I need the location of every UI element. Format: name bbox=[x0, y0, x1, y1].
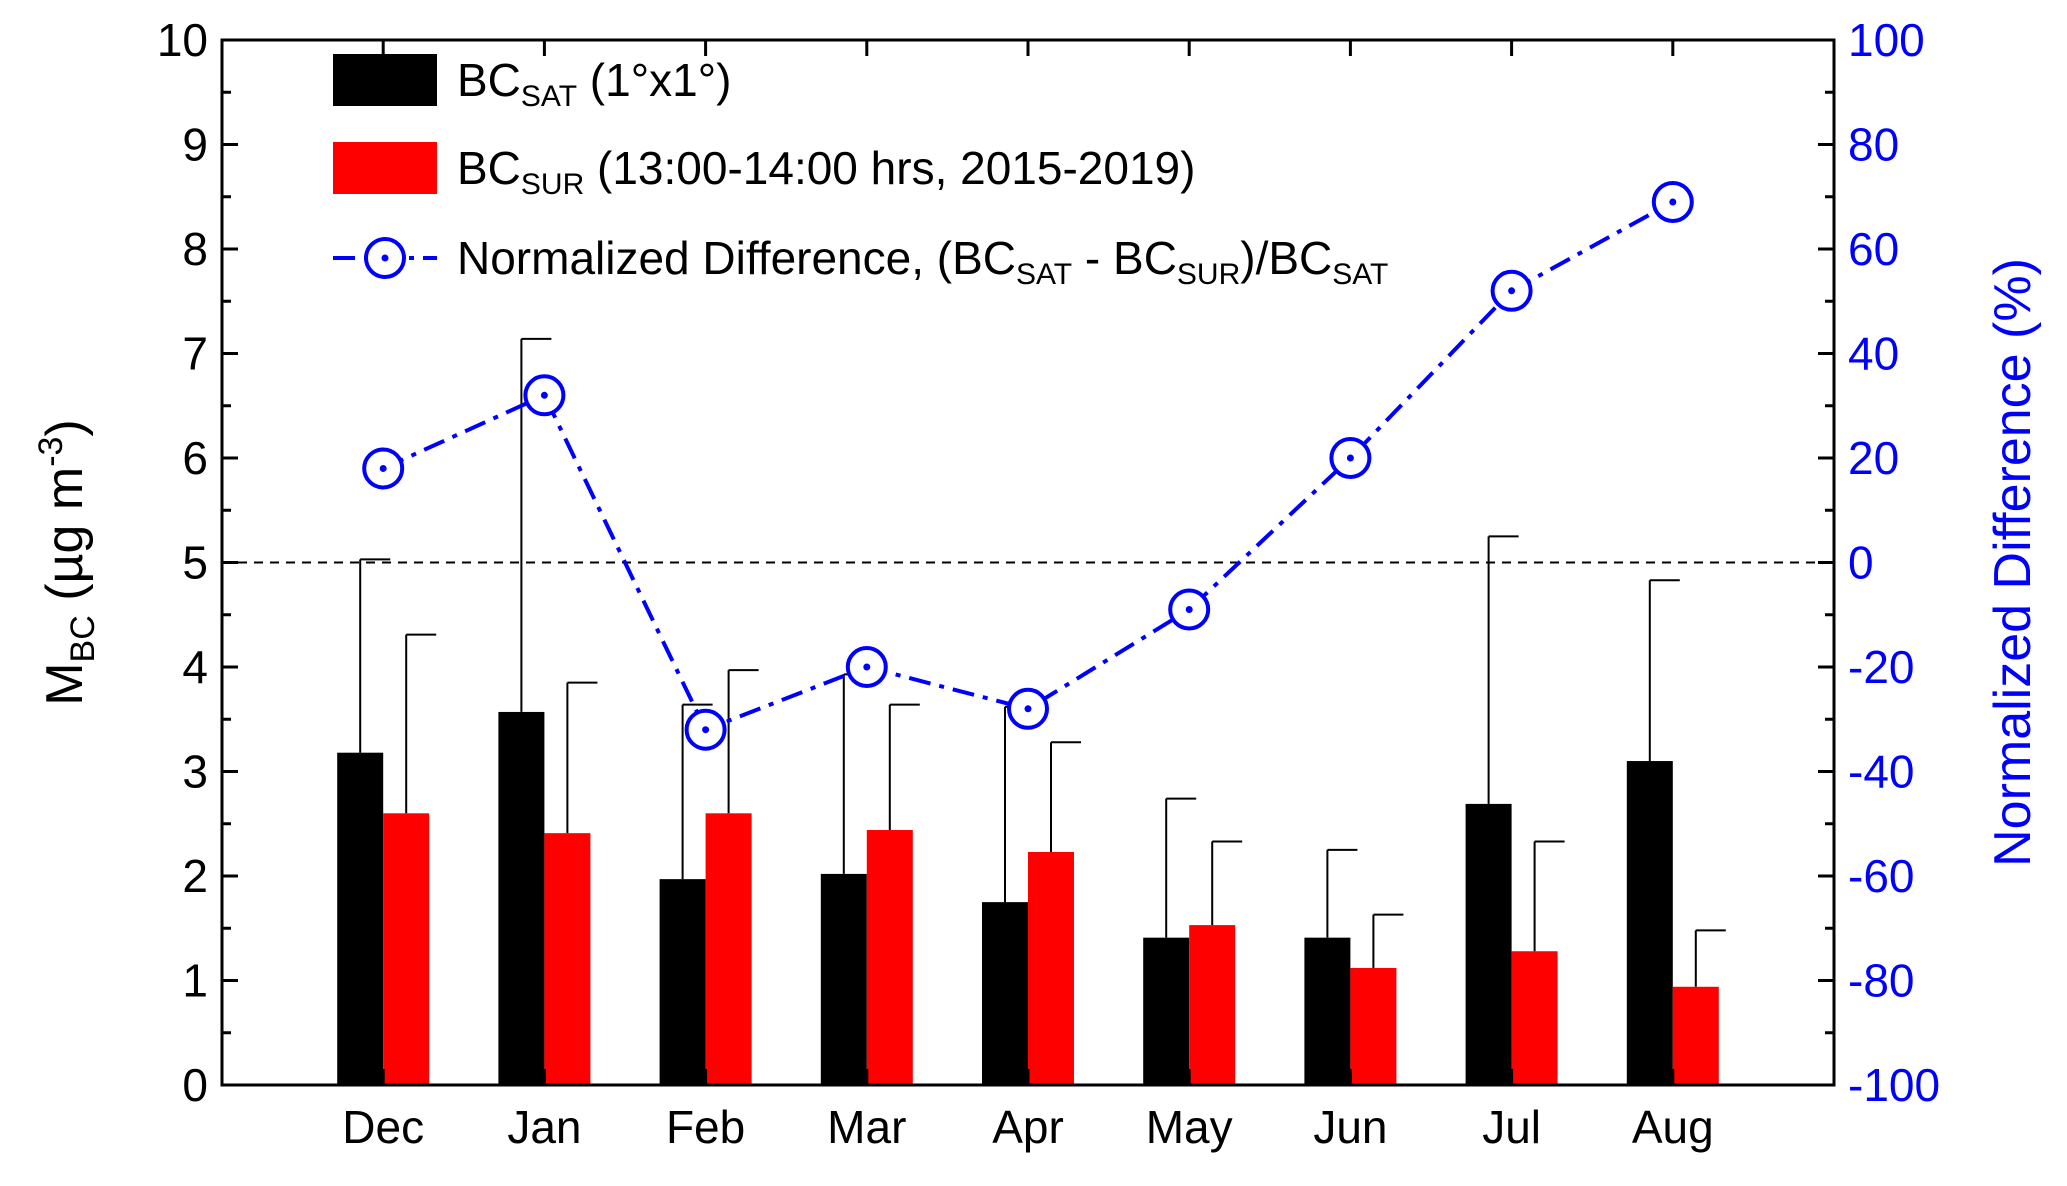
bar-bc-sat-dec bbox=[337, 752, 384, 1085]
legend-label-normalized-difference: Normalized Difference, (BCSAT - BCSUR)/B… bbox=[457, 232, 1388, 291]
legend-text: (1°x1°) bbox=[577, 54, 731, 106]
legend-text: (13:00-14:00 hrs, 2015-2019) bbox=[584, 142, 1195, 194]
y-tick-label: 6 bbox=[182, 432, 208, 484]
bar-bc-sat-apr bbox=[982, 902, 1028, 1085]
legend-text: - BC bbox=[1072, 232, 1177, 284]
marker-dot-may bbox=[1185, 606, 1193, 614]
y-tick-label: 8 bbox=[182, 223, 208, 275]
legend-subscript: SAT bbox=[1016, 258, 1072, 291]
bar-bc-sat-jan bbox=[498, 711, 545, 1085]
y-tick-label: 2 bbox=[182, 850, 208, 902]
y-axis-title: MBC (µg m-3) bbox=[32, 419, 102, 706]
legend-label-bc-sat: BCSAT (1°x1°) bbox=[457, 54, 731, 113]
bar-bc-sat-mar bbox=[820, 873, 867, 1085]
y-axis-title-superscript: -3 bbox=[32, 437, 70, 467]
y2-tick-label: 20 bbox=[1848, 432, 1899, 484]
marker-dot-mar bbox=[863, 663, 871, 671]
y2-tick-label: -40 bbox=[1848, 746, 1914, 798]
x-tick-label-feb: Feb bbox=[666, 1101, 745, 1153]
y-tick-label: 3 bbox=[182, 746, 208, 798]
legend-swatch-bc-sat bbox=[333, 54, 437, 106]
y2-tick-label: 80 bbox=[1848, 119, 1899, 171]
marker-dot-jul bbox=[1508, 287, 1516, 295]
x-tick-label-mar: Mar bbox=[827, 1101, 906, 1153]
bar-bc-sur-jul bbox=[1511, 951, 1558, 1085]
bar-bc-sur-jan bbox=[544, 833, 591, 1085]
axes-layer: 0 1 2 3 4 5 6 7 8 9 10 -100 -80 -60 -40 -20 0 20 40 60 80 100… bbox=[32, 14, 2042, 1153]
marker-dot-jan bbox=[540, 391, 548, 399]
y2-tick-label: -20 bbox=[1848, 641, 1914, 693]
error-bars-layer bbox=[359, 337, 1726, 987]
x-tick-label-aug: Aug bbox=[1632, 1101, 1714, 1153]
y-tick-label: 10 bbox=[157, 14, 208, 66]
legend-swatch-bc-sur bbox=[333, 142, 437, 194]
y-tick-label: 7 bbox=[182, 328, 208, 380]
legend-marker-dot bbox=[381, 254, 389, 262]
x-tick-label-dec: Dec bbox=[342, 1101, 424, 1153]
y2-tick-label: -60 bbox=[1848, 850, 1914, 902]
x-tick-label-jun: Jun bbox=[1313, 1101, 1387, 1153]
marker-dot-aug bbox=[1669, 198, 1677, 206]
marker-dot-apr bbox=[1024, 705, 1032, 713]
x-tick-label-jul: Jul bbox=[1482, 1101, 1541, 1153]
legend-text: BC bbox=[457, 54, 521, 106]
legend-subscript: SUR bbox=[1177, 258, 1240, 291]
bar-bc-sur-aug bbox=[1672, 986, 1719, 1085]
bar-bc-sur-mar bbox=[866, 830, 913, 1085]
legend-subscript: SAT bbox=[1332, 258, 1388, 291]
bar-bc-sat-jun bbox=[1304, 937, 1351, 1085]
y2-tick-label: 60 bbox=[1848, 223, 1899, 275]
bar-bc-sat-aug bbox=[1626, 761, 1673, 1085]
y2-tick-label: 100 bbox=[1848, 14, 1925, 66]
bar-bc-sur-apr bbox=[1028, 851, 1074, 1085]
y-tick-label: 5 bbox=[182, 537, 208, 589]
legend-label-bc-sur: BCSUR (13:00-14:00 hrs, 2015-2019) bbox=[457, 142, 1195, 201]
y-tick-label: 1 bbox=[182, 955, 208, 1007]
y-tick-label: 9 bbox=[182, 119, 208, 171]
x-tick-label-jan: Jan bbox=[507, 1101, 581, 1153]
bar-bc-sat-feb bbox=[659, 879, 706, 1085]
x-tick-label-apr: Apr bbox=[992, 1101, 1064, 1153]
y2-axis-title: Normalized Difference (%) bbox=[1984, 258, 2042, 867]
bar-bc-sat-may bbox=[1143, 937, 1190, 1085]
y-axis-title-close: ) bbox=[36, 419, 94, 436]
y2-tick-label: 40 bbox=[1848, 328, 1899, 380]
legend-text: BC bbox=[457, 142, 521, 194]
x-tick-label-may: May bbox=[1146, 1101, 1233, 1153]
legend-subscript: SAT bbox=[521, 80, 577, 113]
y-axis-title-units: (µg m bbox=[36, 467, 94, 615]
y-axis-title-main: M bbox=[36, 662, 94, 705]
legend-text: )/BC bbox=[1240, 232, 1332, 284]
bar-bc-sur-may bbox=[1189, 925, 1236, 1085]
marker-dot-jun bbox=[1346, 454, 1354, 462]
marker-dot-dec bbox=[379, 464, 387, 472]
bar-bc-sur-dec bbox=[383, 813, 430, 1085]
bar-bc-sur-jun bbox=[1350, 967, 1397, 1085]
legend-subscript: SUR bbox=[521, 168, 584, 201]
y2-tick-label: -80 bbox=[1848, 955, 1914, 1007]
y2-tick-label: -100 bbox=[1848, 1059, 1940, 1111]
marker-dot-feb bbox=[702, 726, 710, 734]
bar-bc-sat-jul bbox=[1465, 803, 1512, 1085]
y2-tick-label: 0 bbox=[1848, 537, 1874, 589]
line-series-layer bbox=[362, 180, 1694, 751]
legend-text: Normalized Difference, (BC bbox=[457, 232, 1016, 284]
bars-layer bbox=[337, 711, 1719, 1085]
y-tick-label: 4 bbox=[182, 641, 208, 693]
y-tick-label: 0 bbox=[182, 1059, 208, 1111]
bar-bc-sur-feb bbox=[705, 813, 752, 1085]
y-axis-title-subscript: BC bbox=[64, 615, 102, 662]
legend: BCSAT (1°x1°)BCSUR (13:00-14:00 hrs, 201… bbox=[333, 54, 1388, 291]
